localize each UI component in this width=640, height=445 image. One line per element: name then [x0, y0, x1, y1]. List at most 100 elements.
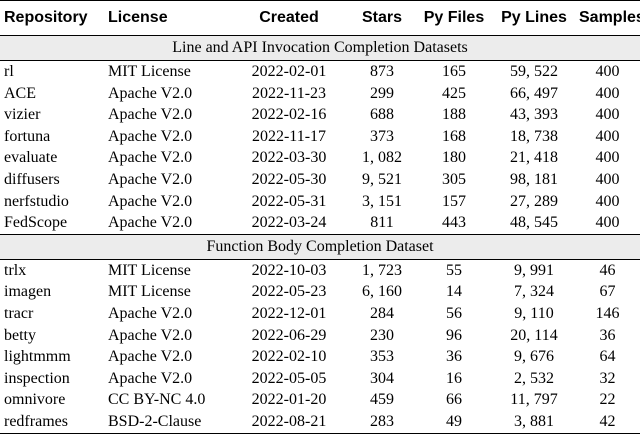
- cell-license: Apache V2.0: [108, 326, 193, 344]
- cell-repository: betty: [4, 326, 36, 344]
- cell-stars: 230: [370, 326, 394, 344]
- cell-stars: 6, 160: [362, 283, 402, 301]
- cell-py-files: 36: [446, 348, 462, 366]
- table-row: ACE Apache V2.0 2022-11-23 299 425 66, 497 400: [0, 83, 640, 105]
- cell-py-lines: 18, 738: [510, 127, 558, 145]
- cell-license: Apache V2.0: [108, 214, 193, 232]
- cell-license: Apache V2.0: [108, 348, 193, 366]
- header-py-lines: Py Lines: [493, 0, 575, 36]
- table-row: diffusers Apache V2.0 2022-05-30 9, 521 305 9…: [0, 169, 640, 191]
- cell-repository: inspection: [4, 369, 70, 387]
- header-repository: Repository: [0, 0, 104, 36]
- repository-table: Repository License Created Stars Py File…: [0, 0, 640, 434]
- table-row: vizier Apache V2.0 2022-02-16 688 188 43, 393…: [0, 104, 640, 126]
- cell-py-files: 188: [442, 106, 466, 124]
- cell-stars: 811: [370, 214, 394, 232]
- cell-samples: 400: [595, 63, 620, 80]
- cell-stars: 353: [370, 348, 394, 366]
- cell-py-files: 425: [442, 84, 466, 102]
- section-function-body: Function Body Completion Dataset trlx MIT…: [0, 233, 640, 434]
- cell-license: Apache V2.0: [108, 84, 193, 102]
- cell-repository: vizier: [4, 106, 41, 124]
- cell-created: 2022-02-16: [251, 106, 327, 124]
- table-row: redframes BSD-2-Clause 2022-08-21 283 49 3, 8…: [0, 410, 640, 434]
- cell-stars: 299: [370, 84, 394, 102]
- section-line-api: Line and API Invocation Completion Datas…: [0, 35, 640, 235]
- section-title: Function Body Completion Dataset: [0, 233, 640, 260]
- cell-py-files: 157: [442, 192, 466, 210]
- cell-samples: 400: [595, 106, 620, 124]
- section-header-row: Function Body Completion Dataset: [0, 233, 640, 260]
- cell-created: 2022-05-05: [251, 369, 327, 387]
- cell-created: 2022-11-17: [251, 127, 327, 145]
- cell-samples: 36: [599, 326, 616, 344]
- cell-license: MIT License: [108, 261, 191, 279]
- cell-samples: 22: [599, 391, 616, 409]
- cell-samples: 146: [595, 304, 620, 322]
- cell-py-lines: 9, 991: [514, 261, 554, 279]
- table-row: trlx MIT License 2022-10-03 1, 723 55 9, 991 4…: [0, 259, 640, 281]
- cell-repository: lightmmm: [4, 348, 71, 366]
- cell-stars: 1, 723: [362, 261, 402, 279]
- cell-repository: fortuna: [4, 127, 51, 145]
- cell-stars: 688: [370, 106, 394, 124]
- cell-created: 2022-08-21: [229, 410, 349, 434]
- cell-repository: redframes: [0, 410, 104, 434]
- cell-samples: 67: [599, 283, 616, 301]
- cell-stars: 283: [349, 410, 415, 434]
- cell-stars: 284: [370, 304, 394, 322]
- cell-samples: 400: [595, 127, 620, 145]
- cell-created: 2022-01-20: [251, 391, 327, 409]
- cell-samples: 46: [599, 261, 616, 279]
- cell-license: Apache V2.0: [108, 170, 193, 188]
- cell-py-files: 305: [442, 170, 466, 188]
- cell-py-lines: 21, 418: [510, 149, 558, 167]
- cell-samples: 400: [595, 214, 620, 232]
- cell-samples: 400: [595, 192, 620, 210]
- cell-stars: 1, 082: [362, 149, 402, 167]
- cell-license: Apache V2.0: [108, 369, 193, 387]
- cell-license: Apache V2.0: [108, 192, 193, 210]
- cell-stars: 459: [370, 391, 394, 409]
- cell-license: Apache V2.0: [108, 149, 193, 167]
- header-license: License: [104, 0, 229, 36]
- cell-created: 2022-03-30: [251, 149, 327, 167]
- cell-samples: 400: [595, 149, 620, 167]
- cell-py-lines: 7, 324: [514, 283, 554, 301]
- cell-py-files: 66: [446, 391, 462, 409]
- section-title: Line and API Invocation Completion Datas…: [0, 35, 640, 61]
- cell-license: BSD-2-Clause: [104, 410, 229, 434]
- cell-py-files: 96: [446, 326, 462, 344]
- cell-stars: 873: [370, 63, 394, 80]
- cell-created: 2022-05-30: [251, 170, 327, 188]
- table-row: betty Apache V2.0 2022-06-29 230 96 20, 114 36: [0, 325, 640, 347]
- cell-repository: nerfstudio: [4, 192, 69, 210]
- section-header-row: Line and API Invocation Completion Datas…: [0, 35, 640, 61]
- cell-py-files: 14: [446, 283, 462, 301]
- cell-py-lines: 27, 289: [510, 192, 558, 210]
- cell-license: Apache V2.0: [108, 304, 193, 322]
- cell-samples: 64: [599, 348, 616, 366]
- cell-created: 2022-05-31: [251, 192, 327, 210]
- cell-created: 2022-05-23: [251, 283, 327, 301]
- cell-stars: 304: [370, 369, 394, 387]
- header-created: Created: [229, 0, 349, 36]
- cell-stars: 373: [370, 127, 394, 145]
- cell-py-lines: 3, 881: [493, 410, 575, 434]
- cell-py-lines: 20, 114: [510, 326, 558, 344]
- cell-created: 2022-02-01: [251, 63, 327, 80]
- cell-py-files: 168: [442, 127, 466, 145]
- header-stars: Stars: [349, 0, 415, 36]
- cell-py-lines: 48, 545: [510, 214, 558, 232]
- cell-created: 2022-02-10: [251, 348, 327, 366]
- cell-py-files: 56: [446, 304, 462, 322]
- table-row: imagen MIT License 2022-05-23 6, 160 14 7, 32…: [0, 281, 640, 303]
- cell-py-files: 443: [442, 214, 466, 232]
- cell-py-lines: 11, 797: [510, 391, 558, 409]
- cell-stars: 3, 151: [362, 192, 402, 210]
- table-row: omnivore CC BY-NC 4.0 2022-01-20 459 66 11, 7…: [0, 389, 640, 411]
- table-row: nerfstudio Apache V2.0 2022-05-31 3, 151 157…: [0, 191, 640, 213]
- cell-repository: FedScope: [4, 214, 68, 232]
- cell-py-lines: 66, 497: [510, 84, 558, 102]
- cell-samples: 400: [595, 170, 620, 188]
